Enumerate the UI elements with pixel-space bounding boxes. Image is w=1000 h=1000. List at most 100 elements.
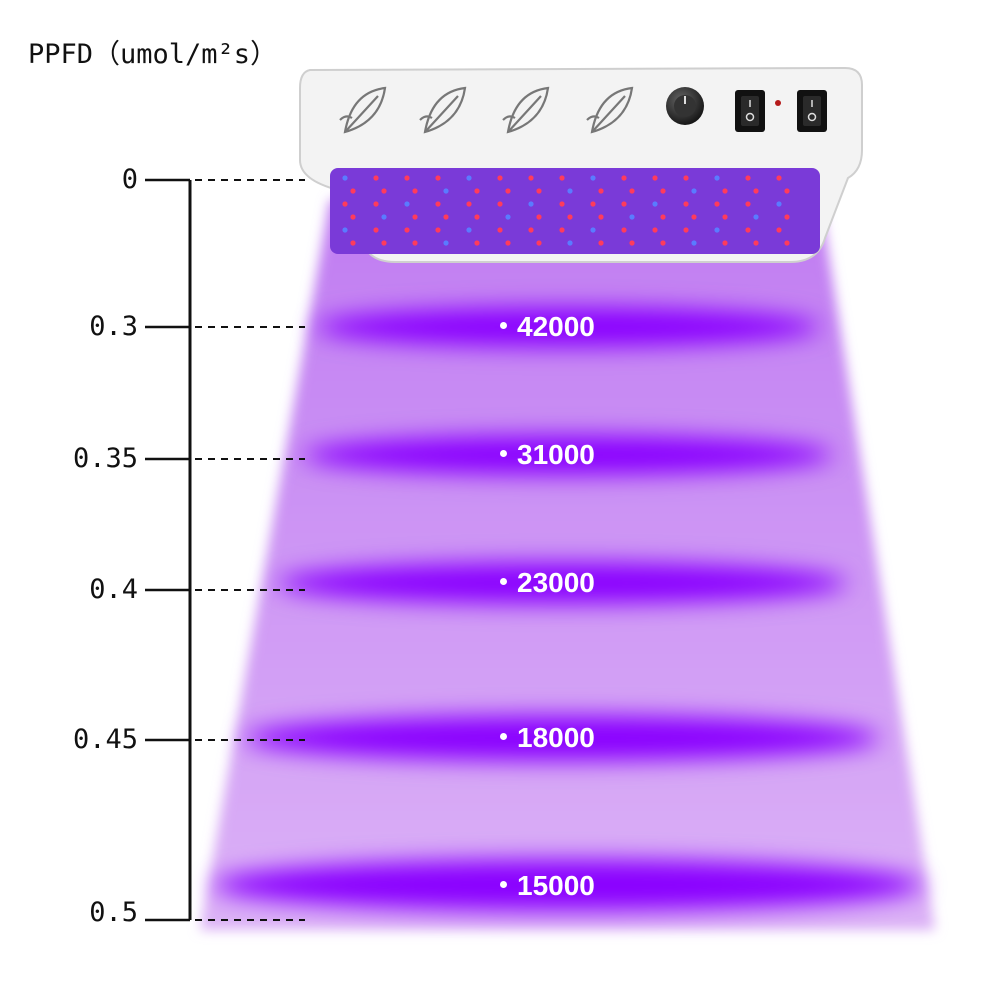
led-dot (691, 240, 697, 246)
led-dot (466, 201, 472, 207)
leaf-icon (586, 86, 634, 134)
led-dot (412, 240, 418, 246)
leaf-icon (502, 86, 550, 134)
led-dot (350, 240, 356, 246)
led-dot (381, 214, 387, 220)
led-dot (404, 175, 410, 181)
led-dot (776, 227, 782, 233)
ppfd-value-text: 42000 (517, 311, 595, 342)
led-dot (722, 214, 728, 220)
led-dot (590, 227, 596, 233)
led-panel (299, 66, 863, 263)
led-dot (629, 240, 635, 246)
led-dot (691, 214, 697, 220)
bullet-icon (500, 322, 507, 330)
led-dot (629, 188, 635, 194)
led-dot (536, 188, 542, 194)
led-dot (350, 188, 356, 194)
led-grid (342, 175, 790, 246)
height-label: 0.3 (89, 311, 138, 342)
power-switch-icon[interactable] (735, 90, 765, 132)
led-dot (373, 175, 379, 181)
led-dot (652, 175, 658, 181)
led-dot (714, 227, 720, 233)
led-dot (629, 214, 635, 220)
led-dot (505, 214, 511, 220)
led-dot (404, 201, 410, 207)
led-dot (598, 188, 604, 194)
led-dot (753, 214, 759, 220)
intensity-band-5 (213, 859, 923, 911)
led-dot (621, 201, 627, 207)
led-dot (784, 214, 790, 220)
led-dot (714, 201, 720, 207)
intensity-band-2 (303, 435, 833, 475)
page-title: PPFD（umol/m²s） (28, 39, 278, 70)
height-scale (145, 178, 305, 922)
led-dot (474, 214, 480, 220)
led-dot (683, 175, 689, 181)
led-dot (443, 240, 449, 246)
led-dot (567, 214, 573, 220)
intensity-band-1 (316, 307, 820, 347)
ppfd-value-text: 15000 (517, 870, 595, 901)
led-dot (350, 214, 356, 220)
led-array (330, 168, 820, 254)
led-dot (621, 175, 627, 181)
led-dot (474, 188, 480, 194)
led-dot (590, 201, 596, 207)
led-dot (722, 188, 728, 194)
led-dot (342, 201, 348, 207)
led-dot (590, 175, 596, 181)
led-dot (528, 201, 534, 207)
led-dot (435, 201, 441, 207)
led-dot (373, 201, 379, 207)
led-dot (652, 201, 658, 207)
ppfd-value-text: 18000 (517, 722, 595, 753)
ppfd-value: 31000 (500, 439, 595, 471)
led-dot (784, 240, 790, 246)
dimmer-knob-icon[interactable] (666, 87, 704, 125)
ppfd-value: 23000 (500, 567, 595, 599)
led-dot (753, 188, 759, 194)
led-dot (505, 188, 511, 194)
led-dot (466, 175, 472, 181)
led-dot (497, 201, 503, 207)
intensity-band-4 (244, 715, 880, 761)
led-dot (567, 188, 573, 194)
led-dot (598, 214, 604, 220)
power-switch-icon[interactable] (797, 90, 827, 132)
ppfd-value: 42000 (500, 311, 595, 343)
led-dot (776, 201, 782, 207)
led-dot (745, 201, 751, 207)
bullet-icon (500, 733, 507, 741)
height-label: 0 (121, 164, 138, 195)
led-dot (559, 175, 565, 181)
led-dot (435, 227, 441, 233)
led-dot (722, 240, 728, 246)
led-dot (373, 227, 379, 233)
height-label: 0.4 (89, 574, 138, 605)
led-dot (745, 175, 751, 181)
led-dot (342, 227, 348, 233)
led-dot (660, 188, 666, 194)
led-dot (753, 240, 759, 246)
led-dot (536, 240, 542, 246)
height-label: 0.5 (89, 897, 138, 928)
leaf-icon (339, 86, 387, 134)
ppfd-value-text: 23000 (517, 567, 595, 598)
led-dot (404, 227, 410, 233)
bullet-icon (500, 881, 507, 889)
bullet-icon (500, 578, 507, 586)
intensity-bands (213, 307, 923, 911)
led-dot (505, 240, 511, 246)
led-dot (567, 240, 573, 246)
led-dot (683, 201, 689, 207)
ppfd-value: 18000 (500, 722, 595, 754)
led-dot (714, 175, 720, 181)
led-dot (528, 227, 534, 233)
led-dot (621, 227, 627, 233)
led-dot (497, 227, 503, 233)
led-dot (536, 214, 542, 220)
